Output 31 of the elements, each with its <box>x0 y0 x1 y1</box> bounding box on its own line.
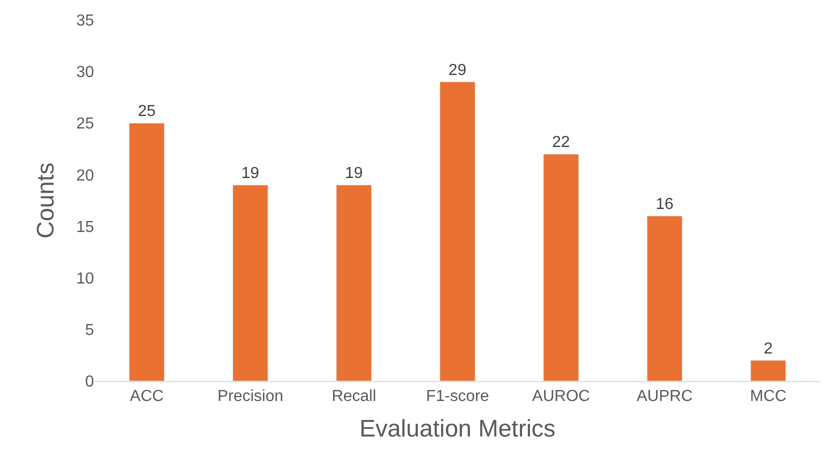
y-tick-label: 35 <box>76 12 94 30</box>
x-tick-label: AUPRC <box>636 388 693 406</box>
x-tick-label: MCC <box>750 388 786 406</box>
y-tick-label: 20 <box>76 167 94 184</box>
x-tick-label: Precision <box>217 388 284 406</box>
x-tick-label: AUROC <box>532 388 590 406</box>
bar <box>543 154 579 381</box>
y-axis-title: Counts <box>32 162 60 239</box>
y-tick-label: 0 <box>85 374 94 391</box>
y-tick-label: 5 <box>85 322 94 340</box>
bar <box>646 216 682 381</box>
y-tick-label: 10 <box>76 270 94 288</box>
y-tick-label: 30 <box>76 64 94 82</box>
bar <box>232 184 268 381</box>
data-label: 25 <box>138 103 156 120</box>
data-label: 19 <box>241 165 260 182</box>
x-tick-label: ACC <box>130 388 164 406</box>
data-label: 29 <box>448 62 466 79</box>
bar <box>440 82 476 381</box>
x-axis-title: Evaluation Metrics <box>359 416 556 442</box>
bar <box>128 122 165 381</box>
y-tick-label: 25 <box>76 116 94 133</box>
x-tick-label: Recall <box>332 388 376 406</box>
x-tick-label: F1-score <box>426 388 490 406</box>
data-label: 22 <box>552 134 570 152</box>
y-tick-label: 15 <box>76 218 94 236</box>
data-label: 19 <box>344 165 363 182</box>
bar <box>750 360 786 381</box>
data-label: 2 <box>764 340 773 358</box>
bar <box>336 184 372 381</box>
data-label: 16 <box>656 196 674 213</box>
